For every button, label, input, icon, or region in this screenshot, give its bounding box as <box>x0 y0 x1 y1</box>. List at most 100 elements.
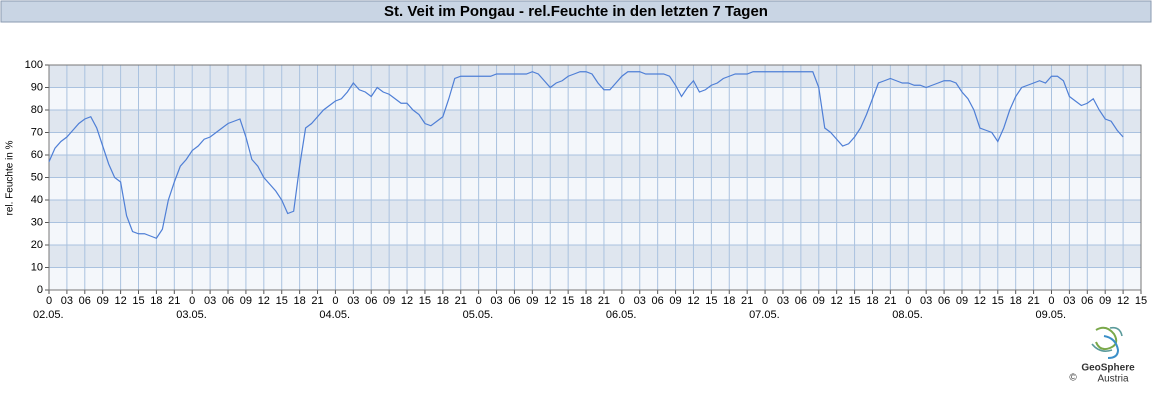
y-tick-label: 50 <box>31 171 43 183</box>
x-tick-label: 09 <box>1099 295 1111 307</box>
x-tick-label: 0 <box>905 295 911 307</box>
copyright: © <box>1069 373 1077 384</box>
y-tick-label: 40 <box>31 194 43 206</box>
x-tick-label: 12 <box>1117 295 1129 307</box>
x-tick-label: 03 <box>490 295 502 307</box>
x-tick-label: 06 <box>79 295 91 307</box>
date-label: 09.05. <box>1035 309 1066 321</box>
x-tick-label: 18 <box>723 295 735 307</box>
x-tick-label: 03 <box>920 295 932 307</box>
date-label: 07.05. <box>749 309 780 321</box>
date-label: 04.05. <box>319 309 350 321</box>
x-tick-label: 18 <box>437 295 449 307</box>
y-axis-label: rel. Feuchte in % <box>5 140 16 215</box>
x-tick-label: 18 <box>150 295 162 307</box>
x-tick-label: 15 <box>848 295 860 307</box>
logo-sub: Austria <box>1097 374 1129 385</box>
x-tick-label: 09 <box>813 295 825 307</box>
date-label: 05.05. <box>463 309 494 321</box>
x-tick-label: 03 <box>61 295 73 307</box>
x-tick-label: 21 <box>1027 295 1039 307</box>
x-tick-label: 03 <box>777 295 789 307</box>
x-tick-label: 06 <box>938 295 950 307</box>
x-tick-label: 03 <box>1063 295 1075 307</box>
y-tick-label: 90 <box>31 81 43 93</box>
plot-band <box>49 87 1141 110</box>
x-tick-label: 06 <box>795 295 807 307</box>
x-tick-label: 18 <box>866 295 878 307</box>
x-tick-label: 15 <box>1135 295 1147 307</box>
plot-band <box>49 177 1141 200</box>
x-tick-label: 18 <box>580 295 592 307</box>
plot-band <box>49 200 1141 223</box>
title-bar <box>0 0 1152 23</box>
y-tick-label: 100 <box>25 59 43 71</box>
x-tick-label: 15 <box>992 295 1004 307</box>
humidity-line <box>48 71 1124 239</box>
x-tick-label: 12 <box>974 295 986 307</box>
plot-band <box>49 132 1141 155</box>
logo-mark <box>1103 335 1120 359</box>
y-tick-label: 60 <box>31 149 43 161</box>
x-tick-label: 03 <box>204 295 216 307</box>
x-tick-label: 15 <box>705 295 717 307</box>
x-tick-label: 21 <box>598 295 610 307</box>
date-label: 02.05. <box>33 309 64 321</box>
plot-band <box>49 267 1141 290</box>
x-tick-label: 18 <box>1010 295 1022 307</box>
x-tick-label: 21 <box>884 295 896 307</box>
x-tick-label: 12 <box>544 295 556 307</box>
x-tick-label: 06 <box>652 295 664 307</box>
logo-name: GeoSphere <box>1081 363 1135 374</box>
x-tick-label: 06 <box>508 295 520 307</box>
y-tick-label: 80 <box>31 104 43 116</box>
x-tick-label: 21 <box>311 295 323 307</box>
x-tick-label: 09 <box>97 295 109 307</box>
x-tick-label: 09 <box>526 295 538 307</box>
x-tick-label: 0 <box>476 295 482 307</box>
x-tick-label: 21 <box>741 295 753 307</box>
x-tick-label: 12 <box>114 295 126 307</box>
x-tick-label: 12 <box>831 295 843 307</box>
plot-frame <box>48 64 1142 291</box>
x-tick-label: 12 <box>401 295 413 307</box>
x-tick-label: 09 <box>956 295 968 307</box>
x-tick-label: 0 <box>332 295 338 307</box>
x-tick-label: 0 <box>762 295 768 307</box>
y-tick-label: 70 <box>31 126 43 138</box>
y-tick-label: 20 <box>31 239 43 251</box>
x-tick-label: 0 <box>46 295 52 307</box>
y-tick-label: 0 <box>37 284 43 296</box>
logo: GeoSphere Austria © <box>1069 326 1135 385</box>
x-tick-label: 06 <box>365 295 377 307</box>
plot-band <box>49 245 1141 268</box>
x-tick-label: 09 <box>669 295 681 307</box>
date-label: 03.05. <box>176 309 207 321</box>
y-tick-label: 10 <box>31 261 43 273</box>
x-tick-label: 21 <box>455 295 467 307</box>
x-tick-label: 03 <box>634 295 646 307</box>
x-tick-label: 0 <box>189 295 195 307</box>
x-tick-label: 15 <box>562 295 574 307</box>
plot-band <box>49 65 1141 88</box>
x-tick-label: 06 <box>1081 295 1093 307</box>
x-tick-label: 03 <box>347 295 359 307</box>
chart-title: St. Veit im Pongau - rel.Feuchte in den … <box>384 3 768 20</box>
date-label: 08.05. <box>892 309 923 321</box>
x-tick-label: 09 <box>240 295 252 307</box>
x-tick-label: 0 <box>1048 295 1054 307</box>
plot-band <box>49 110 1141 133</box>
plot-band <box>49 222 1141 245</box>
x-tick-label: 21 <box>168 295 180 307</box>
x-tick-label: 0 <box>619 295 625 307</box>
x-tick-label: 15 <box>276 295 288 307</box>
logo-mark <box>1091 326 1123 352</box>
logo-mark <box>1095 326 1118 351</box>
x-tick-label: 06 <box>222 295 234 307</box>
x-tick-label: 15 <box>132 295 144 307</box>
plot-band <box>49 155 1141 178</box>
date-label: 06.05. <box>606 309 637 321</box>
x-tick-label: 18 <box>293 295 305 307</box>
y-tick-label: 30 <box>31 216 43 228</box>
